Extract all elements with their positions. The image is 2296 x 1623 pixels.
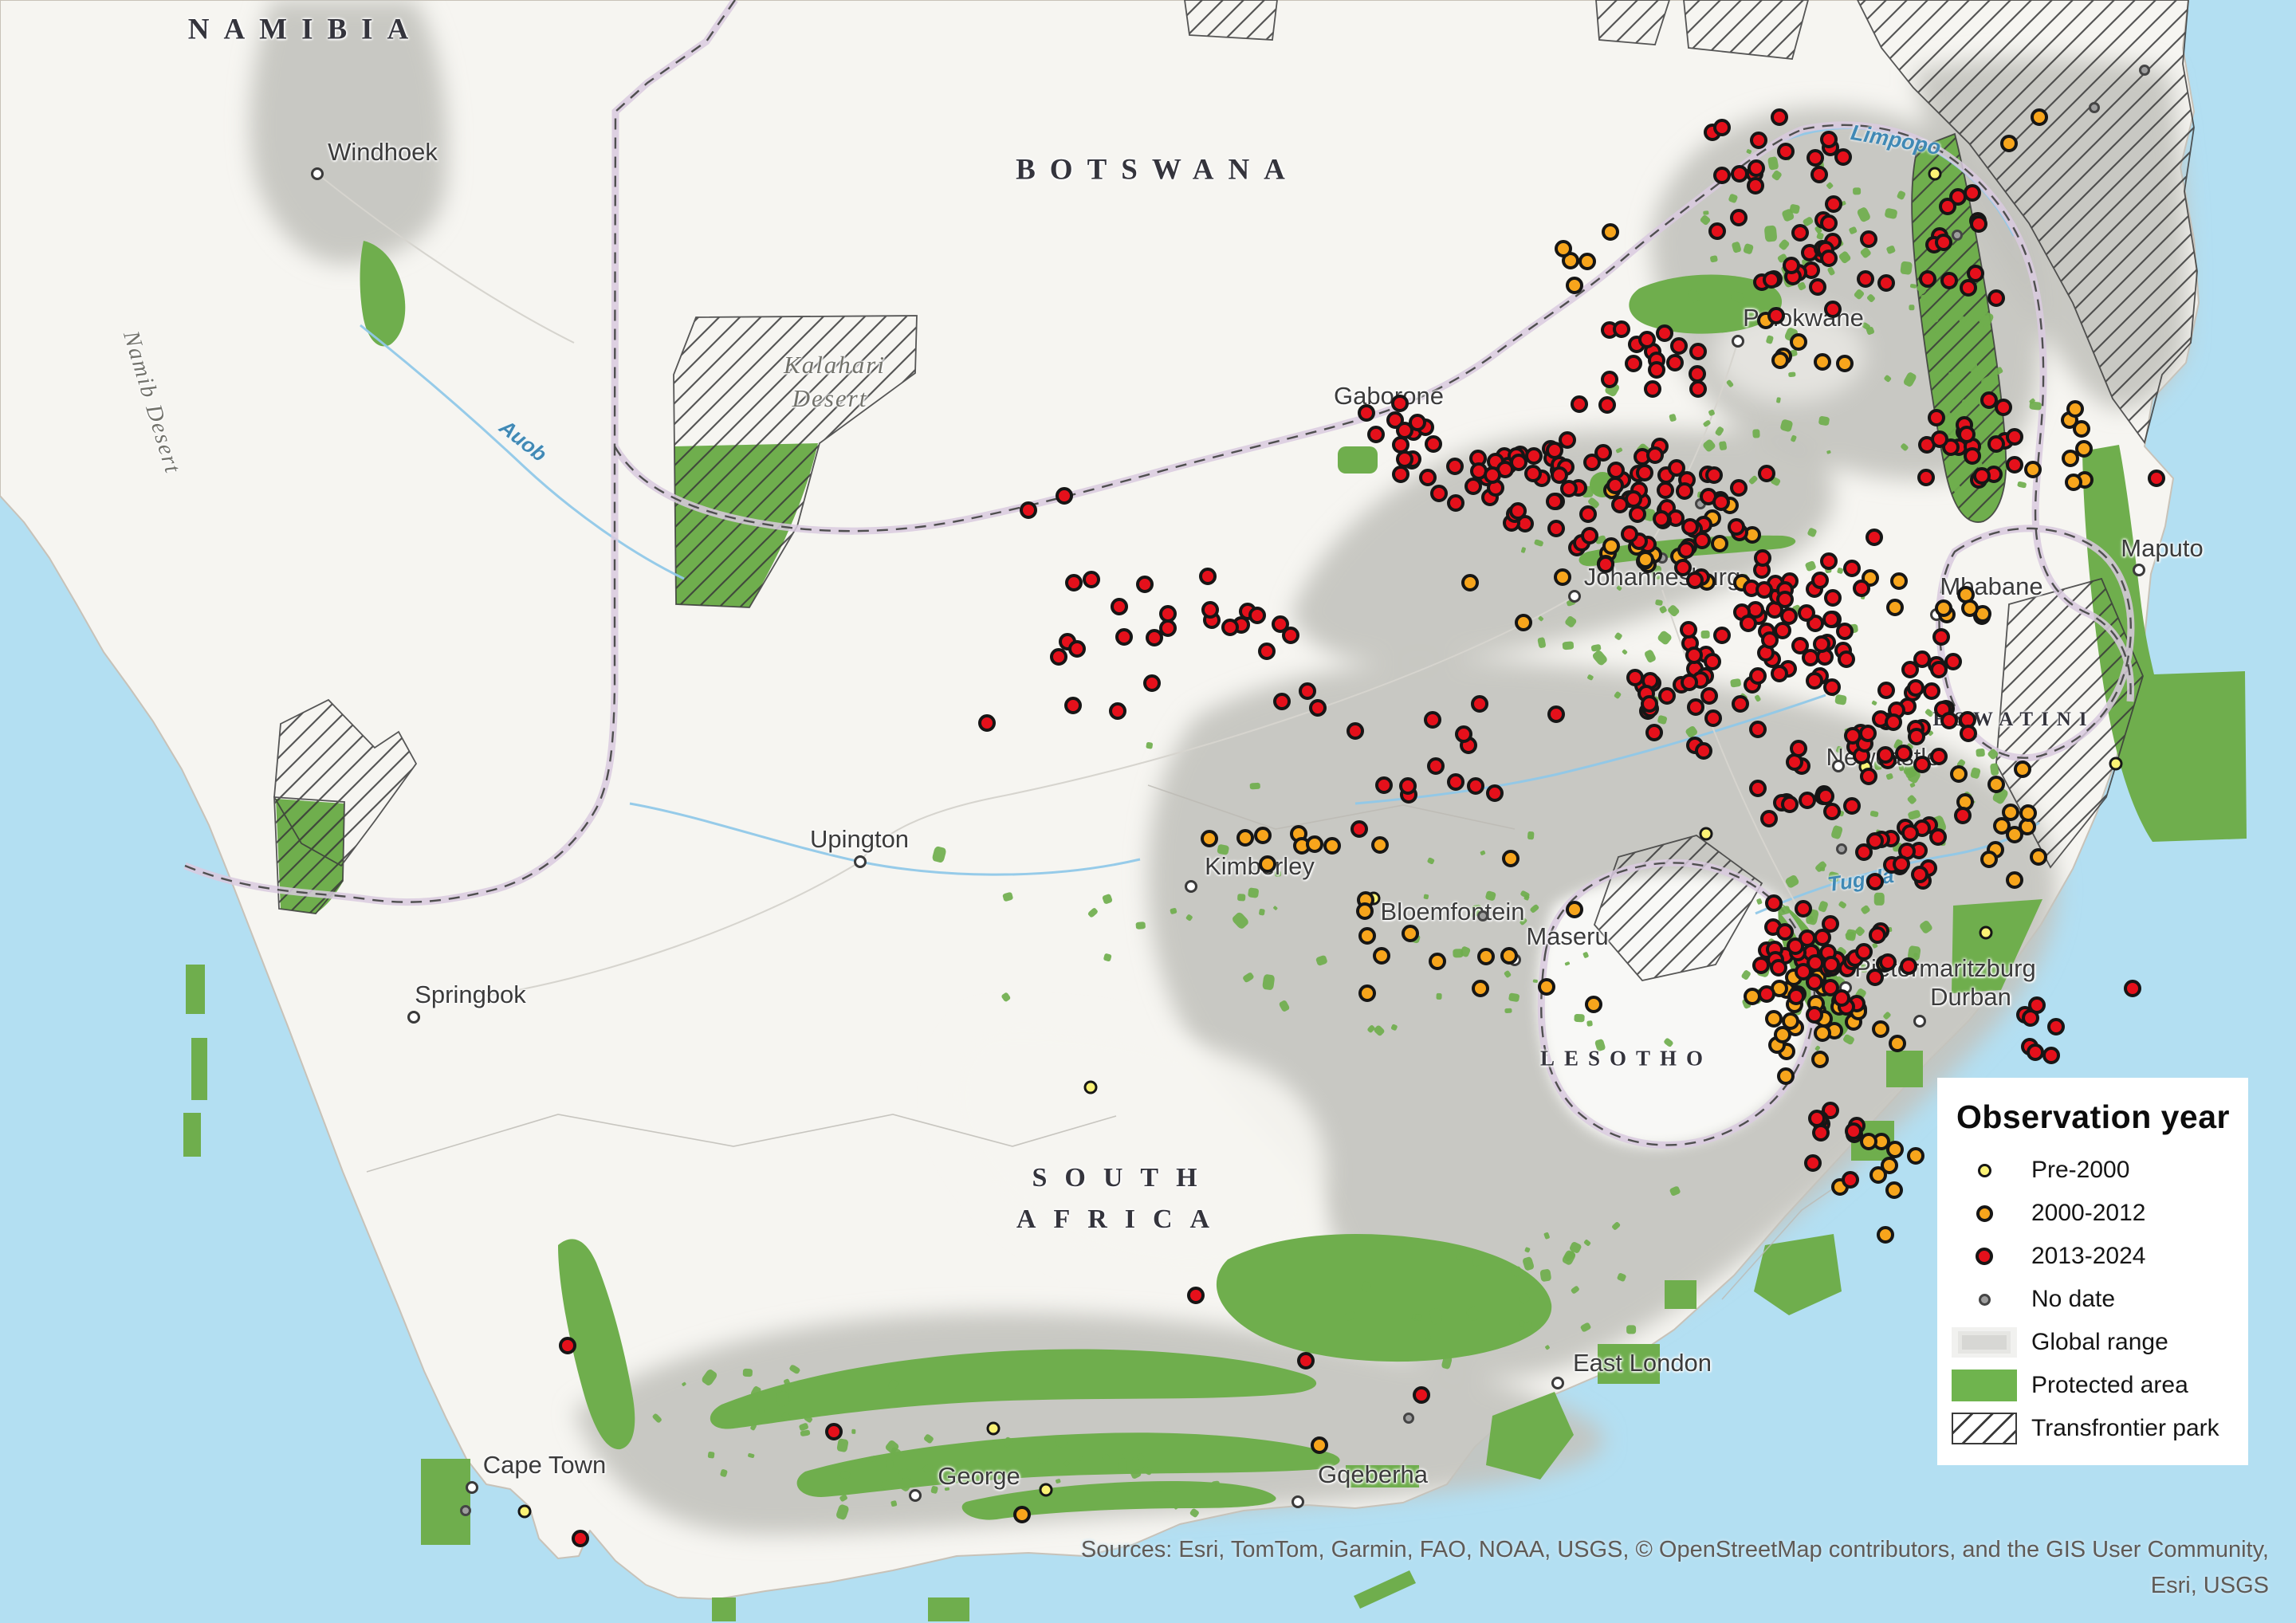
- legend-panel: Observation year Pre-2000 2000-2012 2013…: [1937, 1078, 2248, 1465]
- legend-item-protected-area: Protected area: [1937, 1364, 2248, 1407]
- legend-item-global-range: Global range: [1937, 1321, 2248, 1364]
- legend-item-label: 2000-2012: [2031, 1200, 2146, 1226]
- sources-line-2: Esri, USGS: [2150, 1572, 2269, 1598]
- legend-item-pre-2000: Pre-2000: [1937, 1149, 2248, 1192]
- legend-item-label: Protected area: [2031, 1372, 2188, 1398]
- legend-dot-pre-2000-icon: [1977, 1163, 1991, 1177]
- protected-area-swatch-icon: [1952, 1370, 2017, 1401]
- legend-item-label: 2013-2024: [2031, 1243, 2146, 1269]
- legend-item-2013-2024: 2013-2024: [1937, 1235, 2248, 1278]
- legend-item-no-date: No date: [1937, 1278, 2248, 1321]
- country-borders-layer: [183, 0, 2135, 1149]
- legend-title: Observation year: [1956, 1098, 2230, 1135]
- transfrontier-park-swatch-icon: [1952, 1413, 2017, 1444]
- legend-item-label: Global range: [2031, 1329, 2168, 1355]
- transfrontier-hatch-layer: [273, 0, 2198, 981]
- legend-dot-2013-2024-icon: [1976, 1248, 1993, 1265]
- global-range-swatch-icon: [1952, 1327, 2017, 1358]
- legend-item-transfrontier-park: Transfrontier park: [1937, 1407, 2248, 1450]
- legend-item-label: No date: [2031, 1286, 2116, 1312]
- legend-dot-no-date-icon: [1978, 1293, 1991, 1306]
- sources-attribution: Sources: Esri, TomTom, Garmin, FAO, NOAA…: [1081, 1532, 2269, 1604]
- legend-item-label: Transfrontier park: [2031, 1415, 2219, 1441]
- legend-item-label: Pre-2000: [2031, 1157, 2130, 1183]
- legend-item-2000-2012: 2000-2012: [1937, 1192, 2248, 1235]
- sources-line-1: Sources: Esri, TomTom, Garmin, FAO, NOAA…: [1080, 1537, 2269, 1562]
- legend-dot-2000-2012-icon: [1976, 1204, 1993, 1222]
